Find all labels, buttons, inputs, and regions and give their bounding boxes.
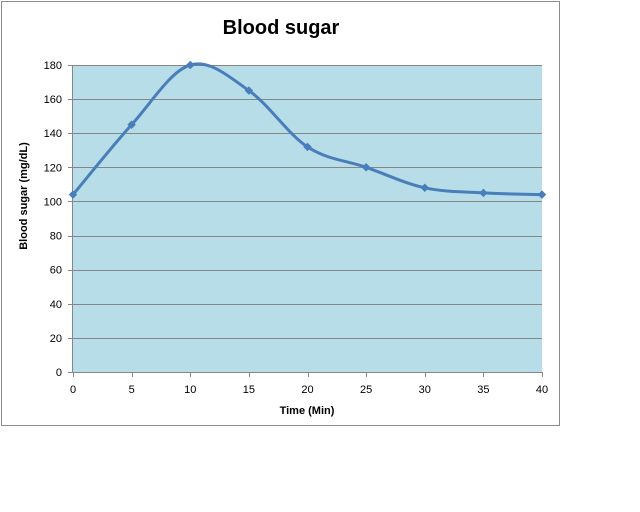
- x-tick-label-15: 15: [243, 384, 255, 396]
- y-tick-label-80: 80: [50, 231, 62, 243]
- y-axis-title: Blood sugar (mg/dL): [18, 142, 30, 250]
- data-point-10: [185, 60, 195, 70]
- data-point-25: [361, 162, 371, 172]
- y-tick-label-160: 160: [44, 94, 62, 106]
- gridlines: [73, 65, 542, 339]
- data-point-35: [479, 188, 488, 198]
- series-layer: [68, 60, 547, 199]
- y-tick-label-60: 60: [50, 265, 62, 277]
- x-tick-label-30: 30: [419, 384, 431, 396]
- y-tick-label-180: 180: [44, 60, 62, 72]
- data-point-20: [303, 142, 312, 152]
- series-line-0: [71, 62, 543, 197]
- axes: [68, 65, 543, 377]
- x-tick-label-10: 10: [184, 384, 196, 396]
- data-point-30: [420, 183, 430, 193]
- data-point-15: [244, 86, 254, 95]
- data-point-40: [537, 190, 547, 199]
- plot-area: [73, 65, 542, 372]
- y-tick-label-20: 20: [50, 333, 62, 345]
- data-point-5: [127, 120, 136, 130]
- x-tick-label-40: 40: [536, 384, 548, 396]
- x-tick-label-20: 20: [301, 384, 313, 396]
- data-point-0: [68, 190, 78, 199]
- y-tick-label-100: 100: [44, 196, 62, 208]
- chart-title: Blood sugar: [223, 17, 340, 39]
- x-tick-label-0: 0: [70, 384, 76, 396]
- y-tick-label-40: 40: [50, 299, 62, 311]
- y-tick-label-0: 0: [56, 367, 62, 379]
- x-axis-title: Time (Min): [280, 405, 335, 417]
- x-tick-label-25: 25: [360, 384, 372, 396]
- x-tick-label-35: 35: [477, 384, 489, 396]
- y-tick-label-140: 140: [44, 128, 62, 140]
- y-tick-label-120: 120: [44, 162, 62, 174]
- tick-labels: 0 20 40 60 80 100 120 140 160 180 0 5 10 15 20 25 30 35 40: [44, 60, 548, 396]
- x-tick-label-5: 5: [129, 384, 135, 396]
